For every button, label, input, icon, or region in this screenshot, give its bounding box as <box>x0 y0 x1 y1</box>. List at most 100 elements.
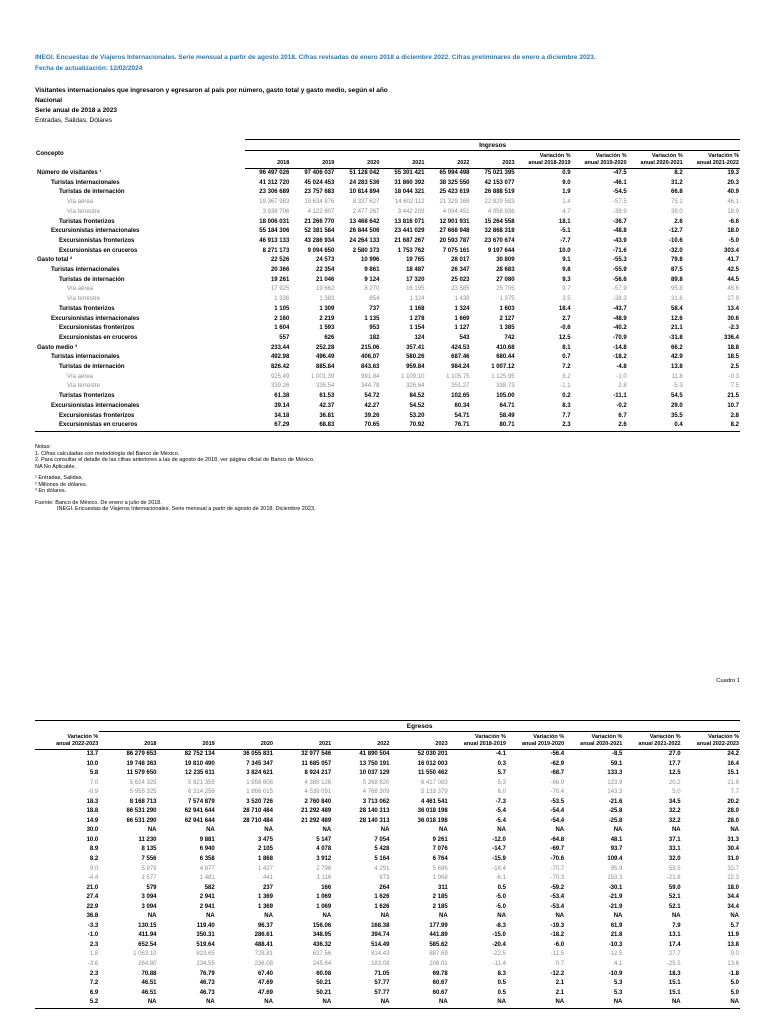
value-cell: NA <box>147 913 157 920</box>
value-cell: 60.67 <box>432 980 448 987</box>
value-cell: 2.5 <box>730 364 739 371</box>
value-cell: 62 941 644 <box>184 808 215 815</box>
value-cell: 97 406 037 <box>304 170 335 176</box>
value-cell: 10.7 <box>727 402 739 409</box>
report-units: Entradas, Salidas, Dólares <box>35 117 112 124</box>
value-cell: 1 135 <box>364 315 380 322</box>
value-cell: 133.3 <box>607 770 623 777</box>
value-cell: NA <box>322 827 332 834</box>
row-label: Número de visitantes ¹ <box>37 169 102 176</box>
value-cell: 13.4 <box>727 305 739 312</box>
value-cell: 4 385 126 <box>304 779 332 786</box>
value-cell: 5.0 <box>730 980 739 987</box>
ingresos-column-header: 2020 <box>335 150 381 169</box>
value-cell: -1.1 <box>560 383 571 390</box>
table-row: Excursionistas internacionales 55 184 306… <box>35 227 740 237</box>
row-label: Turistas de internación <box>59 364 125 371</box>
value-cell: 208.01 <box>429 961 448 968</box>
value-cell: 5.3 <box>497 779 506 786</box>
egresos-column-header: 2021 <box>273 731 333 750</box>
value-cell: 496.49 <box>316 354 335 361</box>
value-cell: 9.0 <box>730 951 739 958</box>
value-cell: 18.3 <box>86 798 99 805</box>
value-cell: 8.3 <box>497 970 506 977</box>
value-cell: -5.0 <box>495 894 506 901</box>
value-cell: 441 <box>262 875 273 882</box>
value-cell: 36 055 831 <box>242 751 273 757</box>
value-cell: -6.6 <box>728 218 739 225</box>
table-row: 21.0 579 582 237 166 264 311 0.5 -59.2 -30.1 59.0 1… <box>35 884 740 894</box>
row-label: Gasto total ² <box>37 257 73 264</box>
table-row: Número de visitantes ¹ 96 497 026 97 406 0… <box>35 169 740 179</box>
value-cell: NA <box>681 998 740 1009</box>
value-cell: -5.0 <box>495 903 506 910</box>
value-cell: -10.6 <box>669 237 683 244</box>
ingresos-group-header: Ingresos <box>245 139 740 151</box>
row-label: Excursionistas fronterizos <box>59 325 135 332</box>
value-cell: 19.3 <box>727 170 739 176</box>
table-row: Turistas fronterizos 1 105 1 309 737 1 168 1 … <box>35 305 740 315</box>
value-cell: 76.71 <box>425 421 471 432</box>
value-cell: 41.7 <box>727 257 739 264</box>
table-row: 27.4 3 094 2 941 1 369 1 069 1 626 2 185 -5.0 -5… <box>35 893 740 903</box>
value-cell: 0.7 <box>555 961 565 968</box>
value-cell: 35.5 <box>671 412 683 419</box>
value-cell: 65 994 498 <box>439 170 470 176</box>
value-cell: 1 385 <box>499 325 515 332</box>
value-cell: 105.00 <box>496 393 515 400</box>
value-cell: 1 069 <box>316 903 332 910</box>
value-cell: 5 147 <box>316 836 332 843</box>
value-cell: 19 748 363 <box>126 760 157 767</box>
value-cell: 245.84 <box>312 961 332 968</box>
value-cell: 28 140 313 <box>359 808 390 815</box>
value-cell: 7.5 <box>730 383 739 390</box>
value-cell: -3.6 <box>87 961 99 968</box>
value-cell: 34.5 <box>668 798 681 805</box>
value-cell: -59.2 <box>550 884 565 891</box>
report-series: Serie anual de 2018 a 2023 <box>35 107 118 114</box>
value-cell: 4 291 <box>374 865 390 872</box>
value-cell: -6.1 <box>495 875 506 882</box>
value-cell: 42.5 <box>727 267 739 274</box>
value-cell: -55.3 <box>612 257 627 264</box>
value-cell: 335.54 <box>316 383 335 390</box>
value-cell: 18 487 <box>406 267 425 274</box>
ingresos-column-header: Variación % anual 2018-2019 <box>515 150 572 169</box>
value-cell: 13.8 <box>671 364 683 371</box>
value-cell: 579 <box>146 884 157 891</box>
table-row: Excursionistas fronterizos 34.18 36.81 39.2… <box>35 412 740 422</box>
value-cell: -5.0 <box>728 237 739 244</box>
value-cell: 182 <box>369 334 380 341</box>
value-cell: -12.7 <box>669 228 683 235</box>
value-cell: NA <box>623 998 682 1009</box>
table-row: Vía aérea 19 367 983 19 634 876 8 337 627 14… <box>35 198 740 208</box>
value-cell: 8.3 <box>562 402 571 409</box>
value-cell: NA <box>671 827 681 834</box>
value-cell: 1 481 <box>199 875 215 882</box>
value-cell: 29.0 <box>671 402 683 409</box>
value-cell: 18.9 <box>727 208 739 215</box>
value-cell: 20 366 <box>270 267 290 274</box>
value-cell: 9.0 <box>562 179 571 186</box>
value-cell: 61.53 <box>319 393 335 400</box>
value-cell: 264.80 <box>138 961 157 968</box>
value-cell: -56.4 <box>550 751 565 757</box>
value-cell: 24 573 <box>316 257 335 264</box>
value-cell: 20.2 <box>668 779 681 786</box>
value-cell: 66 531 290 <box>126 808 157 815</box>
value-cell: 51 128 042 <box>349 170 380 176</box>
row-label: Excursionistas internacionales <box>51 402 140 409</box>
value-cell: NA <box>497 827 506 834</box>
value-cell: 984.24 <box>451 364 470 371</box>
value-cell: 20.2 <box>727 798 739 805</box>
concept-column-header: Concepto <box>36 151 64 157</box>
table-row: Vía terrestre 1 336 1 383 854 1 124 1 438 1 37… <box>35 295 740 305</box>
value-cell: NA <box>448 998 507 1009</box>
table-row: 2.3 70.88 76.79 67.40 60.08 71.05 69.78 8.3 -12.… <box>35 970 740 980</box>
value-cell: 234.55 <box>196 961 215 968</box>
value-cell: 348.95 <box>312 932 332 939</box>
egresos-table: Egresos Variación % anual 2022-2023 2018 2… <box>35 720 740 1009</box>
table-row: Excursionistas internacionales 39.14 42.37… <box>35 402 740 412</box>
table-row: 8.2 7 556 6 358 1 868 3 912 5 164 6 764 -15.9 -7… <box>35 855 740 865</box>
value-cell: 2 941 <box>199 894 215 901</box>
